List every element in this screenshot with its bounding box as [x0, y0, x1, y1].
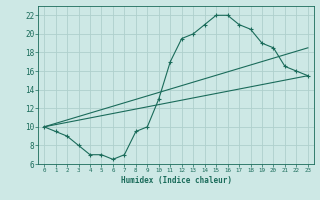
- X-axis label: Humidex (Indice chaleur): Humidex (Indice chaleur): [121, 176, 231, 185]
